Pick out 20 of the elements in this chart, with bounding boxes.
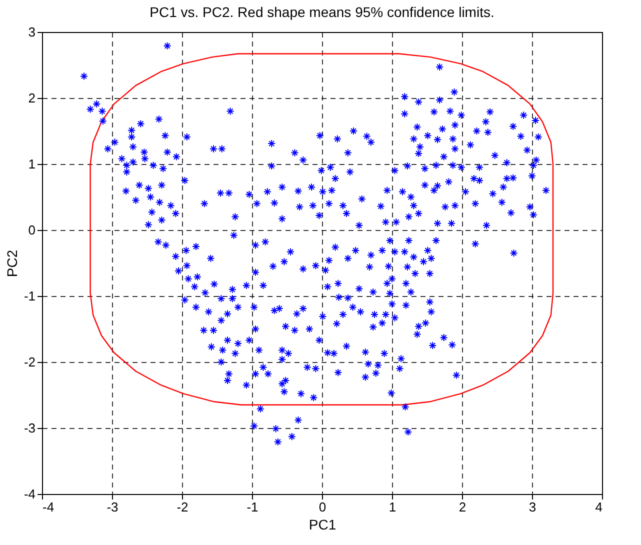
- x-axis-title: PC1: [308, 516, 336, 532]
- y-tick-label: -3: [24, 420, 36, 436]
- y-tick-label: -1: [24, 288, 36, 304]
- chart-title: PC1 vs. PC2. Red shape means 95% confidence limits.: [150, 4, 494, 20]
- x-tick-label: -1: [246, 500, 258, 514]
- y-tick-label: 1: [28, 156, 36, 172]
- y-tick-label: 2: [28, 90, 36, 106]
- y-tick-label: 3: [28, 24, 36, 40]
- y-tick-label: 0: [28, 222, 36, 238]
- x-tick-label: 0: [318, 500, 326, 514]
- y-axis-title: PC2: [4, 250, 20, 278]
- x-tick-label: -2: [176, 500, 188, 514]
- x-tick-label: -4: [42, 500, 54, 514]
- x-tick-label: 3: [528, 500, 536, 514]
- x-tick-label: -3: [106, 500, 118, 514]
- x-tick-label: 2: [458, 500, 466, 514]
- x-tick-label: 4: [595, 500, 602, 514]
- x-tick-label: 1: [388, 500, 396, 514]
- y-tick-label: -2: [24, 354, 36, 370]
- y-tick-label: -4: [24, 486, 36, 502]
